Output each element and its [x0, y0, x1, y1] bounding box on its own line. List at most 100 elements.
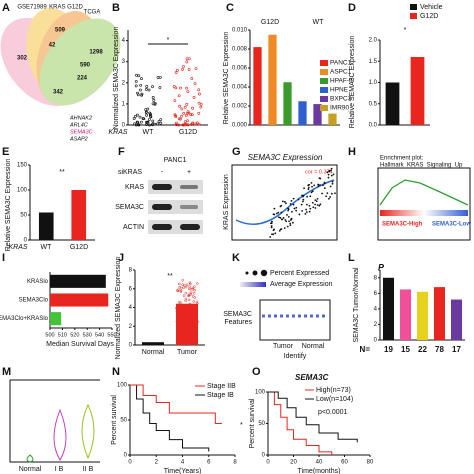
y-tick-label: 50	[258, 421, 265, 427]
sample-dot	[180, 114, 183, 118]
x-axis-title: Identify	[284, 353, 307, 360]
bar	[313, 104, 322, 125]
sample-dot	[307, 188, 310, 191]
sample-dot	[290, 218, 293, 220]
n-label: N=	[360, 345, 371, 354]
sample-dot	[181, 123, 185, 127]
survival-curve	[130, 384, 210, 452]
sample-dot	[195, 321, 198, 324]
sample-dot	[289, 203, 292, 205]
violin	[26, 454, 34, 463]
sample-dot	[173, 113, 177, 117]
sample-dot	[325, 195, 328, 198]
legend-swatch	[410, 13, 417, 19]
sample-dot	[189, 293, 193, 296]
panel-letter: O	[252, 366, 261, 378]
sample-dot	[180, 107, 184, 111]
sample-dot	[187, 57, 191, 61]
sample-dot	[314, 199, 317, 202]
venn-label: KRAS G12D	[49, 5, 83, 11]
sample-dot	[283, 227, 286, 230]
bar	[50, 293, 109, 307]
sample-dot	[187, 303, 191, 307]
sample-dot	[328, 170, 331, 173]
sample-dot	[158, 75, 162, 79]
x-axis-title: KRAS	[108, 129, 127, 136]
x-tick-label: 8	[233, 460, 237, 466]
venn-count: 302	[17, 56, 28, 62]
feature-label: SEMA3C	[223, 311, 252, 318]
sample-dot	[286, 225, 289, 228]
gene-label: SEMA3C	[70, 129, 93, 135]
sample-dot	[197, 101, 201, 105]
sample-dot	[327, 176, 330, 179]
sample-dot	[141, 117, 145, 120]
sample-dot	[331, 180, 334, 183]
sample-dot	[332, 173, 335, 176]
y-tick-label: 1	[122, 101, 126, 107]
sample-dot	[138, 115, 142, 119]
sample-dot	[280, 211, 283, 214]
sample-dot	[179, 86, 182, 90]
sample-dot	[197, 92, 201, 96]
sample-dot	[189, 291, 193, 294]
y-tick-label: 0	[24, 238, 28, 244]
y-tick-label: 2.0	[369, 38, 378, 44]
sample-dot	[184, 291, 188, 295]
sample-dot	[288, 220, 290, 223]
legend-label: Low(n=104)	[316, 396, 353, 403]
x-tick-label: Tumor	[177, 349, 198, 356]
sample-dot	[191, 121, 195, 125]
sample-dot	[158, 86, 162, 89]
legend-label: ASPC1	[330, 69, 352, 76]
y-tick-label: 0	[124, 453, 128, 459]
sample-dot	[181, 279, 184, 282]
sample-dot	[317, 183, 320, 186]
y-tick-label: 2	[122, 80, 126, 86]
lane-label: +	[187, 169, 191, 176]
sample-dot	[330, 174, 333, 177]
panel-letter: D	[348, 2, 356, 14]
panel-letter: H	[348, 146, 356, 158]
plot-frame	[231, 164, 338, 241]
x-tick-label: 40	[316, 460, 323, 466]
sample-dot	[291, 210, 293, 213]
plot-frame	[259, 299, 331, 341]
panel-letter: B	[112, 2, 120, 14]
sample-dot	[174, 71, 178, 74]
sample-dot	[319, 203, 322, 206]
bar	[253, 47, 262, 125]
sample-dot	[279, 205, 282, 208]
x-tick-label: 20	[290, 460, 297, 466]
bar	[385, 82, 400, 125]
sample-dot	[192, 300, 195, 303]
legend-label: PANC1	[330, 60, 352, 67]
sample-dot	[307, 186, 310, 189]
sample-dot	[175, 307, 178, 310]
sample-dot	[287, 215, 290, 218]
sample-dot	[188, 309, 192, 312]
sample-dot	[292, 221, 294, 224]
venn-count: 509	[55, 28, 66, 34]
sample-dot	[293, 207, 296, 210]
sample-dot	[186, 110, 190, 114]
venn-shapes	[0, 7, 121, 107]
sample-dot	[185, 283, 189, 287]
sample-dot	[140, 93, 143, 97]
size-key	[245, 271, 249, 275]
sample-dot	[270, 226, 273, 229]
survival-curve	[130, 384, 222, 424]
panel-letter: C	[226, 2, 234, 14]
sample-dot	[186, 123, 190, 127]
sample-dot	[186, 119, 189, 123]
group-label: SEMA3C-Low	[432, 222, 471, 228]
sample-dot	[280, 218, 283, 221]
sample-dot	[184, 113, 188, 117]
y-tick-label: 2	[129, 324, 133, 330]
sample-dot	[135, 73, 138, 77]
y-axis-title: Relative SEMA3C Expression	[349, 36, 356, 129]
sample-dot	[159, 118, 163, 122]
y-tick-label: 150	[17, 163, 28, 169]
row-label: SEMA3C	[115, 204, 144, 211]
